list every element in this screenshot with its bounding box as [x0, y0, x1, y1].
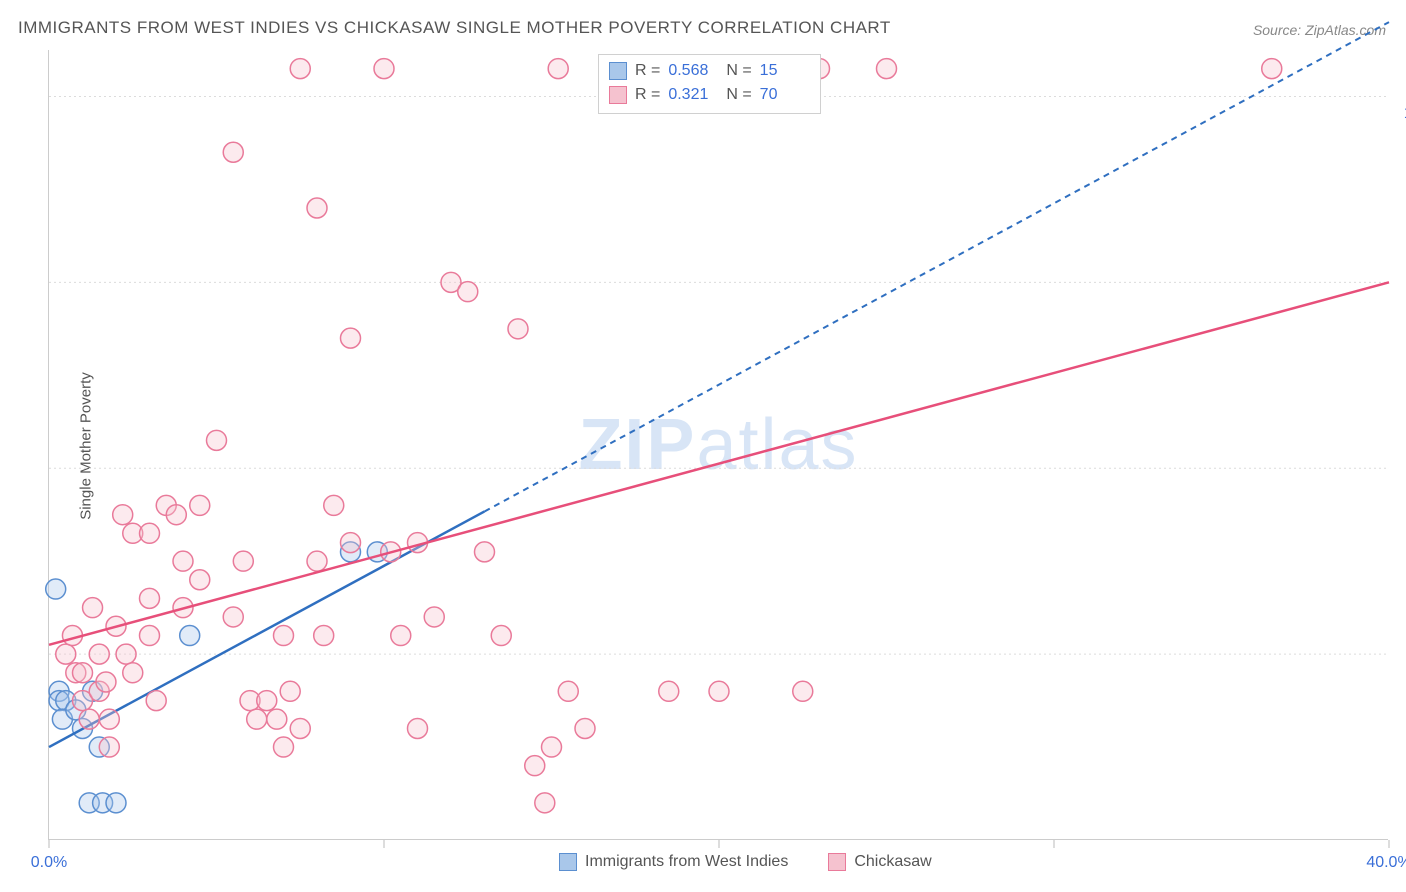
pink-point — [223, 142, 243, 162]
correlation-chart: IMMIGRANTS FROM WEST INDIES VS CHICKASAW… — [0, 0, 1406, 892]
stats-row-blue: R = 0.568 N = 15 — [609, 59, 810, 83]
pink-point — [140, 588, 160, 608]
pink-point — [508, 319, 528, 339]
pink-point — [709, 681, 729, 701]
blue-point — [106, 793, 126, 813]
pink-point — [116, 644, 136, 664]
legend-item-blue: Immigrants from West Indies — [559, 853, 788, 871]
pink-point — [274, 737, 294, 757]
pink-point — [659, 681, 679, 701]
r-label: R = — [635, 83, 660, 107]
r-value: 0.321 — [668, 83, 718, 107]
pink-point — [280, 681, 300, 701]
plot-area: ZIPatlas R =0.568N =15R =0.321N =70 Immi… — [48, 50, 1388, 840]
pink-point — [324, 495, 344, 515]
pink-point — [491, 626, 511, 646]
x-tick-label: 40.0% — [1366, 854, 1406, 872]
chart-title: IMMIGRANTS FROM WEST INDIES VS CHICKASAW… — [18, 18, 891, 38]
pink-point — [83, 598, 103, 618]
pink-point — [525, 756, 545, 776]
pink-point — [89, 644, 109, 664]
pink-point — [558, 681, 578, 701]
pink-point — [166, 505, 186, 525]
pink-point — [575, 718, 595, 738]
pink-point — [341, 533, 361, 553]
pink-point — [274, 626, 294, 646]
pink-point — [341, 328, 361, 348]
pink-point — [475, 542, 495, 562]
pink-point — [140, 626, 160, 646]
blue-point — [46, 579, 66, 599]
pink-point — [257, 691, 277, 711]
blue-swatch — [609, 62, 627, 80]
pink-point — [374, 59, 394, 79]
pink-point — [290, 59, 310, 79]
legend-label: Immigrants from West Indies — [585, 853, 788, 871]
pink-point — [1262, 59, 1282, 79]
pink-point — [99, 709, 119, 729]
pink-swatch — [609, 86, 627, 104]
pink-point — [190, 495, 210, 515]
pink-point — [146, 691, 166, 711]
pink-trend-solid — [49, 282, 1389, 644]
pink-point — [793, 681, 813, 701]
plot-svg — [49, 50, 1388, 839]
pink-point — [877, 59, 897, 79]
n-value: 15 — [760, 59, 810, 83]
pink-point — [190, 570, 210, 590]
pink-point — [424, 607, 444, 627]
legend-item-pink: Chickasaw — [828, 853, 931, 871]
pink-point — [535, 793, 555, 813]
r-value: 0.568 — [668, 59, 718, 83]
pink-point — [391, 626, 411, 646]
pink-point — [79, 709, 99, 729]
n-value: 70 — [760, 83, 810, 107]
pink-point — [56, 644, 76, 664]
stats-legend: R = 0.568 N = 15 R = 0.321 N = 70 — [598, 54, 821, 114]
pink-point — [113, 505, 133, 525]
pink-point — [408, 718, 428, 738]
pink-point — [99, 737, 119, 757]
series-legend: Immigrants from West Indies Chickasaw — [559, 853, 932, 871]
stats-row-pink: R = 0.321 N = 70 — [609, 83, 810, 107]
pink-point — [458, 282, 478, 302]
pink-point — [314, 626, 334, 646]
pink-point — [207, 430, 227, 450]
n-label: N = — [726, 59, 751, 83]
legend-label: Chickasaw — [854, 853, 931, 871]
pink-point — [233, 551, 253, 571]
pink-point — [140, 523, 160, 543]
r-label: R = — [635, 59, 660, 83]
pink-point — [548, 59, 568, 79]
n-label: N = — [726, 83, 751, 107]
pink-point — [290, 718, 310, 738]
pink-point — [96, 672, 116, 692]
pink-point — [307, 198, 327, 218]
blue-swatch — [559, 853, 577, 871]
pink-point — [267, 709, 287, 729]
blue-point — [180, 626, 200, 646]
pink-point — [542, 737, 562, 757]
pink-point — [73, 663, 93, 683]
pink-swatch — [828, 853, 846, 871]
pink-point — [307, 551, 327, 571]
pink-point — [123, 663, 143, 683]
pink-point — [223, 607, 243, 627]
pink-point — [247, 709, 267, 729]
pink-point — [173, 551, 193, 571]
x-tick-label: 0.0% — [31, 854, 67, 872]
